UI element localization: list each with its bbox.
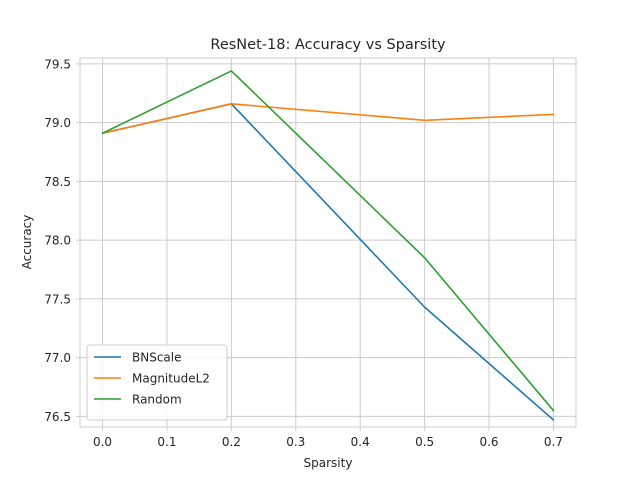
legend: BNScale MagnitudeL2 Random	[86, 344, 228, 421]
y-tick-label: 79.5	[44, 57, 71, 71]
series-group	[101, 70, 555, 421]
x-tick-label: 0.6	[479, 435, 498, 449]
y-tick-label: 77.5	[44, 292, 71, 306]
y-axis-label: Accuracy	[20, 215, 34, 270]
chart-title: ResNet-18: Accuracy vs Sparsity	[210, 37, 446, 53]
legend-label-BNScale: BNScale	[132, 351, 182, 365]
y-tick-label: 78.5	[44, 175, 71, 189]
y-tick-label: 79.0	[44, 116, 71, 130]
x-tick-label: 0.0	[93, 435, 112, 449]
x-tick-label: 0.3	[286, 435, 305, 449]
y-tick-label: 76.5	[44, 410, 71, 424]
x-tick-label: 0.1	[157, 435, 176, 449]
ticks: 0.0 0.1 0.2 0.3 0.4 0.5 0.6 0.7 76.5 77.0 77.5 78.0…	[44, 57, 563, 449]
series-line-MagnitudeL2	[101, 103, 555, 135]
x-tick-label: 0.7	[544, 435, 563, 449]
x-axis-label: Sparsity	[304, 456, 353, 470]
legend-label-MagnitudeL2: MagnitudeL2	[132, 372, 210, 386]
legend-box	[86, 344, 228, 421]
plot-frame	[79, 57, 577, 428]
y-tick-label: 78.0	[44, 234, 71, 248]
x-tick-label: 0.2	[222, 435, 241, 449]
legend-label-Random: Random	[132, 393, 182, 407]
x-tick-label: 0.5	[415, 435, 434, 449]
y-tick-label: 77.0	[44, 351, 71, 365]
x-tick-label: 0.4	[351, 435, 370, 449]
series-line-Random	[101, 70, 555, 412]
